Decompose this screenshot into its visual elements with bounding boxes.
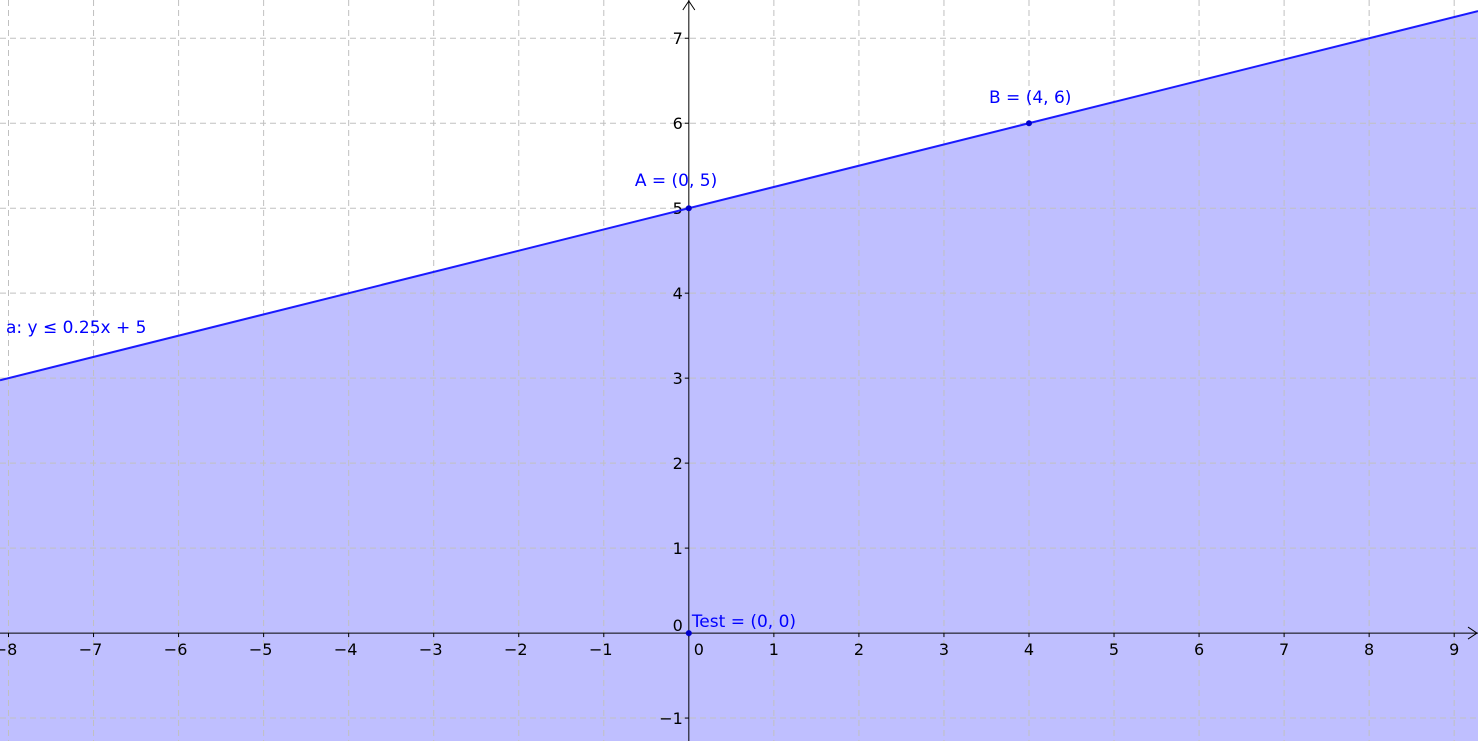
point-label-test[interactable]: Test = (0, 0) (691, 612, 796, 632)
x-tick-label: 3 (939, 640, 949, 659)
y-tick-label: 4 (673, 284, 683, 303)
x-tick-label: 2 (854, 640, 864, 659)
x-tick-label: 5 (1109, 640, 1119, 659)
x-tick-label: −7 (79, 640, 103, 659)
y-tick-label: 2 (673, 454, 683, 473)
x-tick-label: −1 (589, 640, 613, 659)
y-axis-arrow-icon (682, 0, 696, 11)
y-tick-label: 6 (673, 114, 683, 133)
x-tick-label: 0 (694, 640, 704, 659)
x-tick-label: −5 (249, 640, 273, 659)
x-tick-label: 1 (769, 640, 779, 659)
shaded-region (0, 11, 1478, 741)
tick-labels: −8 −7 −6 −5 −4 −3 −2 −1 0 1 2 3 4 5 6 7 8 9 −1 0 1 2 3 4 5 6 7 (0, 29, 1459, 728)
x-tick-label: 8 (1364, 640, 1374, 659)
x-tick-label: −8 (0, 640, 17, 659)
y-tick-label: 3 (673, 369, 683, 388)
point-b (1025, 120, 1032, 127)
point-label-b[interactable]: B = (4, 6) (989, 88, 1071, 108)
x-tick-label: −4 (334, 640, 358, 659)
boundary-line[interactable] (0, 10, 1478, 382)
x-tick-label: 9 (1449, 640, 1459, 659)
x-tick-label: −6 (164, 640, 188, 659)
y-tick-label: 7 (673, 29, 683, 48)
boundary-line-path (0, 10, 1478, 382)
x-axis-arrow-icon (1467, 626, 1478, 640)
point-test (685, 630, 692, 637)
x-tick-label: 4 (1024, 640, 1034, 659)
x-tick-label: −2 (504, 640, 528, 659)
points (685, 120, 1032, 637)
inequality-label[interactable]: a: y ≤ 0.25x + 5 (6, 318, 146, 338)
x-tick-label: 7 (1279, 640, 1289, 659)
point-a (685, 205, 692, 212)
y-tick-label: 5 (673, 199, 683, 218)
x-tick-label: −3 (419, 640, 443, 659)
y-tick-label: 0 (673, 616, 683, 635)
y-tick-label: −1 (659, 709, 683, 728)
x-tick-label: 6 (1194, 640, 1204, 659)
y-tick-label: 1 (673, 539, 683, 558)
point-label-a[interactable]: A = (0, 5) (635, 171, 717, 191)
inequality-region (0, 11, 1478, 741)
